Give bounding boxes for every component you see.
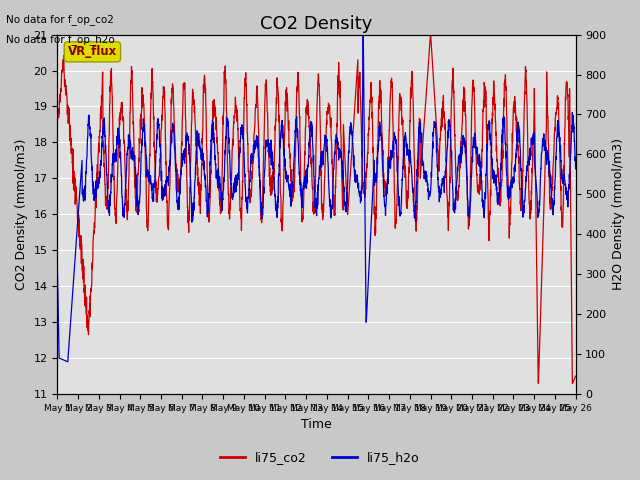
Title: CO2 Density: CO2 Density [260, 15, 372, 33]
li75_co2 [493, 144, 500, 149]
Line: li75_co2: li75_co2 [58, 35, 575, 384]
li75_co2 [427, 32, 435, 37]
Text: VR_flux: VR_flux [68, 45, 117, 59]
li75_h2o [93, 178, 101, 183]
li75_co2 [54, 119, 61, 125]
li75_h2o [289, 182, 297, 188]
li75_h2o [111, 158, 118, 164]
li75_h2o [125, 146, 132, 152]
li75_co2 [289, 191, 296, 196]
Y-axis label: H2O Density (mmol/m3): H2O Density (mmol/m3) [612, 138, 625, 290]
Text: No data for f_op_h2o: No data for f_op_h2o [6, 34, 115, 45]
li75_h2o [493, 184, 500, 190]
li75_h2o [359, 32, 367, 37]
X-axis label: Time: Time [301, 419, 332, 432]
Line: li75_h2o: li75_h2o [58, 35, 575, 362]
Text: No data for f_op_co2: No data for f_op_co2 [6, 14, 115, 25]
li75_co2 [572, 373, 579, 379]
li75_co2 [110, 174, 118, 180]
li75_h2o [54, 265, 61, 271]
Y-axis label: CO2 Density (mmol/m3): CO2 Density (mmol/m3) [15, 139, 28, 290]
li75_co2 [125, 176, 132, 181]
Legend: li75_co2, li75_h2o: li75_co2, li75_h2o [215, 446, 425, 469]
li75_co2 [93, 162, 101, 168]
li75_h2o [68, 301, 76, 307]
li75_h2o [64, 359, 72, 365]
li75_co2 [534, 381, 542, 386]
li75_h2o [572, 166, 579, 172]
li75_co2 [68, 149, 76, 155]
